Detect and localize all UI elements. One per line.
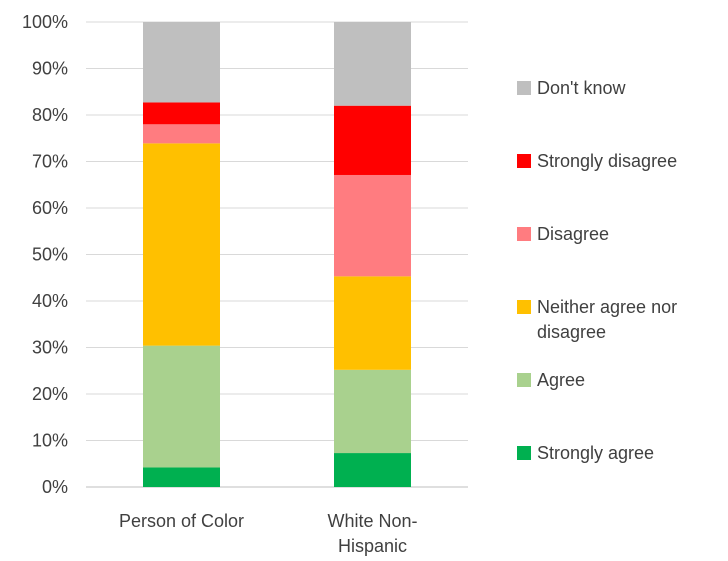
bar-segment (143, 143, 220, 346)
bar-segment (143, 124, 220, 144)
y-tick-label: 90% (32, 59, 68, 79)
legend-label: Don't know (537, 78, 626, 98)
y-tick-label: 20% (32, 384, 68, 404)
bar-segment (334, 22, 411, 106)
y-tick-label: 0% (42, 477, 68, 497)
legend-label: Disagree (537, 224, 609, 244)
bar-segment (334, 174, 411, 277)
x-category-label: Person of Color (119, 511, 244, 531)
bar-segment (334, 105, 411, 175)
legend-swatch (517, 227, 531, 241)
y-tick-label: 50% (32, 245, 68, 265)
bar-segment (334, 276, 411, 370)
legend-swatch (517, 300, 531, 314)
bar-segment (143, 102, 220, 125)
y-tick-label: 80% (32, 105, 68, 125)
y-tick-label: 60% (32, 198, 68, 218)
legend-swatch (517, 154, 531, 168)
bars (143, 22, 411, 487)
x-axis: Person of Color White Non- Hispanic (119, 511, 418, 556)
y-tick-label: 40% (32, 291, 68, 311)
legend-swatch (517, 373, 531, 387)
legend-label: Strongly disagree (537, 151, 677, 171)
x-category-label: White Non- (327, 511, 417, 531)
legend-label: Strongly agree (537, 443, 654, 463)
y-tick-label: 30% (32, 338, 68, 358)
legend-label: disagree (537, 322, 606, 342)
legend-label: Neither agree nor (537, 297, 677, 317)
y-axis: 0% 10% 20% 30% 40% 50% 60% 70% 80% 90% 100% (22, 12, 68, 497)
y-tick-label: 100% (22, 12, 68, 32)
x-category-label: Hispanic (338, 536, 407, 556)
legend-label: Agree (537, 370, 585, 390)
y-tick-label: 70% (32, 152, 68, 172)
bar-segment (334, 369, 411, 454)
bar-segment (334, 453, 411, 487)
bar-segment (143, 345, 220, 468)
legend-swatch (517, 446, 531, 460)
y-tick-label: 10% (32, 431, 68, 451)
bar-segment (143, 467, 220, 487)
legend-swatch (517, 81, 531, 95)
legend: Don't know Strongly disagree Disagree Neith… (517, 78, 677, 463)
bar-segment (143, 22, 220, 103)
